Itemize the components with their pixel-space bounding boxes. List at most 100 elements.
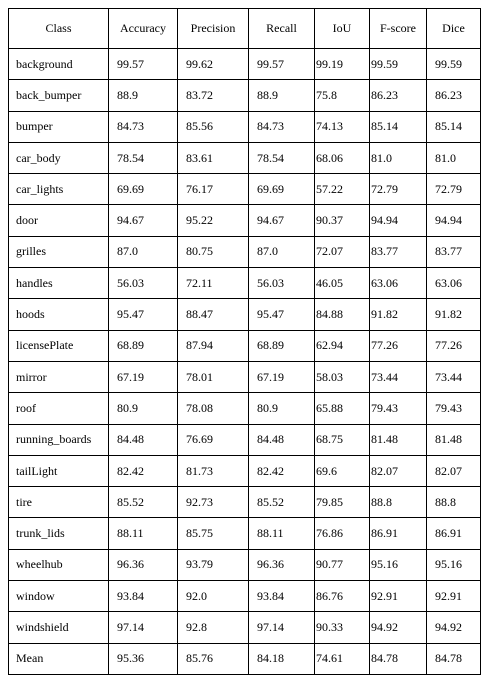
dice-cell: 86.91: [426, 517, 481, 550]
class-cell: bumper: [8, 110, 109, 143]
table-row: hoods 95.47 88.47 95.47 84.88 91.82 91.82: [8, 298, 481, 331]
header-accuracy: Accuracy: [108, 8, 178, 49]
accuracy-cell: 95.36: [108, 642, 178, 675]
iou-cell: 62.94: [314, 329, 370, 362]
dice-cell: 95.16: [426, 548, 481, 582]
metrics-table: Class Accuracy Precision Recall IoU F-score Di…: [8, 8, 481, 675]
header-iou: IoU: [314, 8, 370, 49]
table-row: running_boards 84.48 76.69 84.48 68.75 81.48 8…: [8, 423, 481, 456]
accuracy-cell: 87.0: [108, 235, 178, 269]
iou-cell: 46.05: [314, 267, 370, 300]
iou-cell: 90.77: [314, 548, 370, 582]
table-body: background 99.57 99.62 99.57 99.19 99.59 99.59…: [8, 47, 481, 675]
class-cell: trunk_lids: [8, 517, 109, 550]
class-cell: windshield: [8, 611, 109, 644]
precision-cell: 85.75: [177, 517, 249, 550]
fscore-cell: 88.8: [369, 486, 427, 519]
iou-cell: 74.61: [314, 642, 370, 675]
table-row: tire 85.52 92.73 85.52 79.85 88.8 88.8: [8, 486, 481, 519]
recall-cell: 97.14: [248, 611, 315, 644]
iou-cell: 72.07: [314, 235, 370, 269]
recall-cell: 93.84: [248, 580, 315, 613]
recall-cell: 84.48: [248, 423, 315, 456]
fscore-cell: 86.91: [369, 517, 427, 550]
class-cell: running_boards: [8, 423, 109, 456]
fscore-cell: 85.14: [369, 110, 427, 143]
recall-cell: 56.03: [248, 267, 315, 300]
recall-cell: 94.67: [248, 204, 315, 237]
iou-cell: 69.6: [314, 454, 370, 488]
header-recall: Recall: [248, 8, 315, 49]
recall-cell: 69.69: [248, 173, 315, 206]
precision-cell: 92.73: [177, 486, 249, 519]
precision-cell: 81.73: [177, 454, 249, 488]
recall-cell: 95.47: [248, 298, 315, 331]
table-row: car_body 78.54 83.61 78.54 68.06 81.0 81.0: [8, 141, 481, 175]
accuracy-cell: 96.36: [108, 548, 178, 582]
fscore-cell: 72.79: [369, 173, 427, 206]
dice-cell: 84.78: [426, 642, 481, 675]
dice-cell: 77.26: [426, 329, 481, 362]
fscore-cell: 63.06: [369, 267, 427, 300]
fscore-cell: 81.0: [369, 141, 427, 175]
class-cell: back_bumper: [8, 79, 109, 112]
class-cell: hoods: [8, 298, 109, 331]
accuracy-cell: 99.57: [108, 47, 178, 81]
dice-cell: 81.48: [426, 423, 481, 456]
precision-cell: 92.0: [177, 580, 249, 613]
iou-cell: 68.75: [314, 423, 370, 456]
fscore-cell: 84.78: [369, 642, 427, 675]
dice-cell: 72.79: [426, 173, 481, 206]
iou-cell: 58.03: [314, 360, 370, 394]
dice-cell: 82.07: [426, 454, 481, 488]
precision-cell: 95.22: [177, 204, 249, 237]
accuracy-cell: 93.84: [108, 580, 178, 613]
dice-cell: 99.59: [426, 47, 481, 81]
class-cell: wheelhub: [8, 548, 109, 582]
recall-cell: 85.52: [248, 486, 315, 519]
precision-cell: 92.8: [177, 611, 249, 644]
table-row: trunk_lids 88.11 85.75 88.11 76.86 86.91 86.91: [8, 517, 481, 550]
accuracy-cell: 95.47: [108, 298, 178, 331]
dice-cell: 94.92: [426, 611, 481, 644]
mean-row: Mean 95.36 85.76 84.18 74.61 84.78 84.78: [8, 642, 481, 675]
recall-cell: 84.73: [248, 110, 315, 143]
dice-cell: 88.8: [426, 486, 481, 519]
accuracy-cell: 94.67: [108, 204, 178, 237]
precision-cell: 76.69: [177, 423, 249, 456]
table-row: window 93.84 92.0 93.84 86.76 92.91 92.91: [8, 580, 481, 613]
iou-cell: 86.76: [314, 580, 370, 613]
dice-cell: 83.77: [426, 235, 481, 269]
iou-cell: 57.22: [314, 173, 370, 206]
table-row: licensePlate 68.89 87.94 68.89 62.94 77.26 77.…: [8, 329, 481, 362]
precision-cell: 72.11: [177, 267, 249, 300]
accuracy-cell: 68.89: [108, 329, 178, 362]
class-cell: door: [8, 204, 109, 237]
fscore-cell: 91.82: [369, 298, 427, 331]
precision-cell: 85.76: [177, 642, 249, 675]
class-cell: tailLight: [8, 454, 109, 488]
accuracy-cell: 85.52: [108, 486, 178, 519]
fscore-cell: 95.16: [369, 548, 427, 582]
accuracy-cell: 67.19: [108, 360, 178, 394]
accuracy-cell: 88.11: [108, 517, 178, 550]
recall-cell: 96.36: [248, 548, 315, 582]
class-cell: mirror: [8, 360, 109, 394]
recall-cell: 67.19: [248, 360, 315, 394]
class-cell: grilles: [8, 235, 109, 269]
recall-cell: 82.42: [248, 454, 315, 488]
fscore-cell: 99.59: [369, 47, 427, 81]
accuracy-cell: 69.69: [108, 173, 178, 206]
class-cell: licensePlate: [8, 329, 109, 362]
header-dice: Dice: [426, 8, 481, 49]
class-cell: car_lights: [8, 173, 109, 206]
recall-cell: 88.11: [248, 517, 315, 550]
table-row: tailLight 82.42 81.73 82.42 69.6 82.07 82.07: [8, 454, 481, 488]
accuracy-cell: 78.54: [108, 141, 178, 175]
table-row: grilles 87.0 80.75 87.0 72.07 83.77 83.77: [8, 235, 481, 269]
accuracy-cell: 82.42: [108, 454, 178, 488]
fscore-cell: 94.92: [369, 611, 427, 644]
dice-cell: 73.44: [426, 360, 481, 394]
precision-cell: 80.75: [177, 235, 249, 269]
iou-cell: 99.19: [314, 47, 370, 81]
